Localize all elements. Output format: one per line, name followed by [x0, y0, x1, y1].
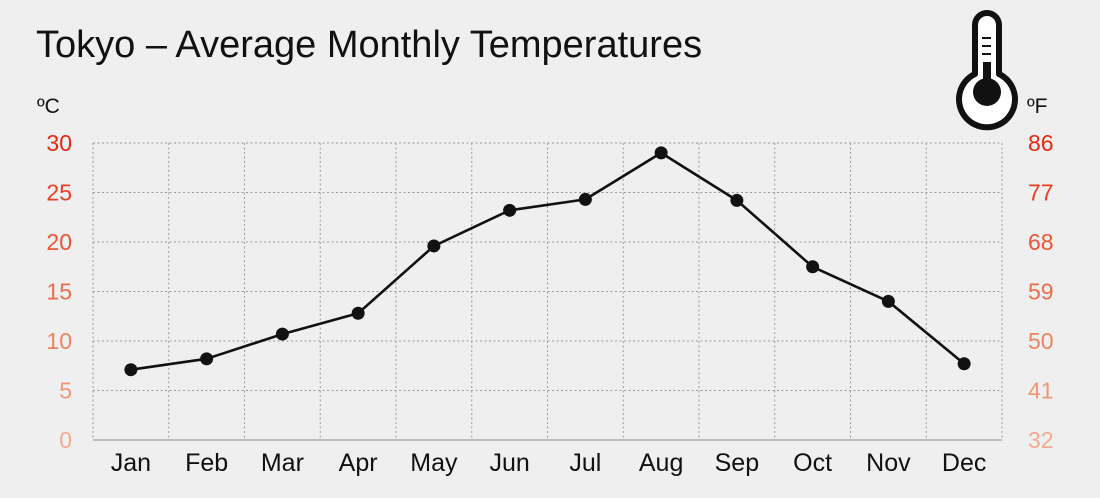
x-tick-label: Jan — [111, 449, 151, 477]
data-point-jun — [503, 203, 517, 217]
data-point-apr — [351, 306, 365, 320]
y-left-tick-label: 25 — [46, 180, 72, 206]
data-point-oct — [806, 260, 820, 274]
y-right-tick-label: 59 — [1028, 279, 1054, 305]
x-tick-label: Mar — [261, 449, 304, 477]
data-point-jan — [124, 363, 138, 377]
data-point-feb — [200, 352, 214, 366]
right-axis-unit: ºF — [1027, 95, 1048, 118]
right-axis-ticks: 32 41 50 59 68 77 86 — [1028, 130, 1054, 453]
left-axis-ticks: 0 5 10 15 20 25 30 — [46, 130, 72, 453]
y-right-tick-label: 68 — [1028, 229, 1054, 255]
y-left-tick-label: 30 — [46, 130, 72, 156]
grid — [92, 142, 1003, 441]
thermometer-icon — [956, 10, 1018, 131]
y-right-tick-label: 50 — [1028, 328, 1054, 354]
data-point-nov — [881, 294, 895, 308]
x-tick-label: Oct — [793, 449, 832, 477]
x-tick-label: Jul — [569, 449, 601, 477]
data-point-jul — [578, 192, 592, 206]
x-tick-label: Apr — [339, 449, 378, 477]
x-tick-label: Jun — [489, 449, 529, 477]
x-tick-label: Sep — [715, 449, 759, 477]
y-right-tick-label: 86 — [1028, 130, 1054, 156]
left-axis-unit: ºC — [37, 95, 60, 118]
x-tick-label: May — [410, 449, 458, 477]
data-point-mar — [275, 327, 289, 341]
y-left-tick-label: 0 — [59, 427, 72, 453]
data-point-may — [427, 239, 441, 253]
x-tick-label: Nov — [866, 449, 911, 477]
x-tick-label: Feb — [185, 449, 228, 477]
y-left-tick-label: 15 — [46, 279, 72, 305]
y-right-tick-label: 32 — [1028, 427, 1054, 453]
y-left-tick-label: 20 — [46, 229, 72, 255]
y-left-tick-label: 10 — [46, 328, 72, 354]
x-axis-labels: Jan Feb Mar Apr May Jun Jul Aug Sep Oct Nov Dec — [111, 449, 987, 477]
data-points — [124, 146, 971, 377]
temperature-line — [130, 151, 965, 371]
y-right-tick-label: 41 — [1028, 378, 1054, 404]
y-right-tick-label: 77 — [1028, 180, 1054, 206]
data-point-aug — [654, 146, 668, 160]
x-tick-label: Aug — [639, 449, 683, 477]
x-tick-label: Dec — [942, 449, 986, 477]
y-left-tick-label: 5 — [59, 378, 72, 404]
data-point-dec — [957, 357, 971, 371]
chart-title: Tokyo – Average Monthly Temperatures — [36, 24, 702, 66]
data-point-sep — [730, 193, 744, 207]
